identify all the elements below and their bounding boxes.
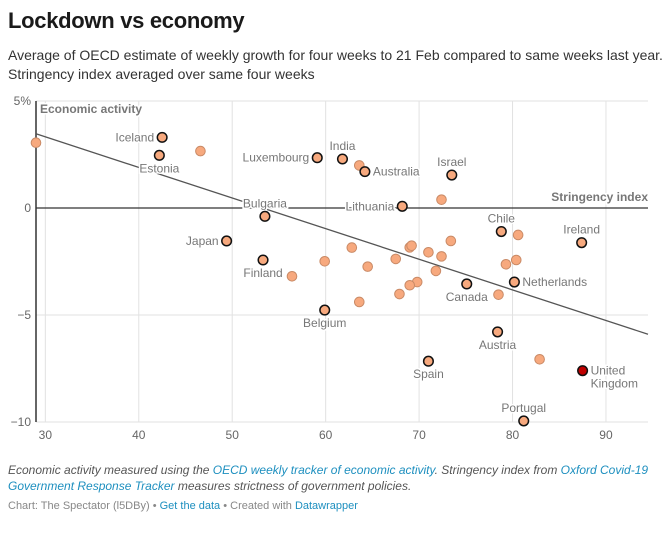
- y-tick-label: 0: [24, 201, 31, 215]
- data-point: [423, 246, 434, 258]
- point-label: Australia: [373, 165, 420, 179]
- x-tick-label: 60: [319, 428, 333, 442]
- point-label: Chile: [488, 212, 516, 226]
- data-point: [445, 235, 457, 247]
- data-point-japan: [221, 235, 233, 247]
- data-point: [286, 270, 298, 282]
- data-point: [436, 194, 447, 205]
- point-label: Japan: [186, 234, 219, 248]
- get-the-data-link[interactable]: Get the data: [159, 500, 221, 512]
- data-point: [319, 255, 331, 267]
- point-label: Finland: [243, 266, 282, 280]
- data-point-estonia: [153, 149, 165, 161]
- oxford-tracker-link[interactable]: Oxford Covid-19 Government Response Trac…: [8, 463, 649, 493]
- data-point-spain: [422, 355, 434, 367]
- data-point: [436, 251, 447, 262]
- scatter-chart: 30 40 50 60 70 80 90 5% 0 −5 −10 Economic activity S…: [11, 94, 650, 442]
- point-label: Spain: [413, 367, 444, 381]
- point-label: Luxembourg: [243, 151, 310, 165]
- point-label: Iceland: [115, 130, 154, 144]
- data-point-ireland: [576, 237, 588, 249]
- chart-subtitle: Average of OECD estimate of weekly growt…: [8, 47, 663, 82]
- data-point: [390, 253, 402, 265]
- data-point: [493, 289, 504, 300]
- point-label: Netherlands: [522, 275, 587, 289]
- byline-source: Chart: The Spectator (l5DBy): [8, 500, 150, 512]
- data-point: [394, 288, 405, 300]
- point-label: Israel: [437, 155, 466, 169]
- data-point: [430, 265, 442, 277]
- data-points: [30, 131, 589, 427]
- x-axis-title: Stringency index: [551, 190, 648, 204]
- point-labels: Iceland Estonia Luxembourg India Australia Is…: [114, 129, 640, 417]
- point-label: Lithuania: [346, 199, 395, 213]
- point-label: India: [329, 139, 355, 153]
- point-label: Portugal: [501, 401, 546, 415]
- point-label: Bulgaria: [243, 196, 287, 210]
- chart-title: Lockdown vs economy: [8, 8, 245, 33]
- data-point-israel: [446, 169, 458, 181]
- x-tick-label: 70: [412, 428, 426, 442]
- point-label: Estonia: [139, 161, 179, 175]
- y-axis-title: Economic activity: [40, 102, 142, 116]
- x-tick-label: 40: [132, 428, 146, 442]
- data-point: [404, 279, 416, 291]
- data-point-austria: [492, 326, 504, 338]
- notes-text-3: measures strictness of government polici…: [174, 479, 412, 493]
- x-tick-label: 30: [39, 428, 53, 442]
- y-tick-label: −5: [17, 308, 31, 322]
- data-point: [353, 296, 365, 308]
- data-point-canada: [461, 278, 473, 290]
- datawrapper-link[interactable]: Datawrapper: [294, 500, 358, 512]
- trendline: [35, 133, 649, 335]
- data-point-portugal: [518, 415, 530, 427]
- data-point-belgium: [319, 304, 331, 316]
- point-label: Canada: [446, 290, 488, 304]
- point-label-line: United: [591, 364, 626, 378]
- point-label: Belgium: [303, 316, 346, 330]
- data-point: [406, 240, 417, 251]
- data-point-chile: [495, 225, 507, 238]
- data-point-united-kingdom: [577, 365, 589, 377]
- y-tick-label: 5%: [14, 94, 32, 108]
- oecd-tracker-link[interactable]: OECD weekly tracker of economic activity: [212, 463, 435, 477]
- point-label: United Kingdom: [591, 364, 638, 391]
- data-point: [362, 261, 373, 272]
- created-with-text: Created with: [230, 500, 295, 512]
- data-point: [30, 137, 42, 149]
- data-point: [510, 254, 522, 266]
- data-point-finland: [257, 254, 269, 266]
- notes-text-2: . Stringency index from: [434, 463, 561, 477]
- x-tick-label: 80: [506, 428, 520, 442]
- byline: Chart: The Spectator (l5DBy) • Get the d…: [8, 500, 358, 512]
- data-point-iceland: [156, 131, 168, 143]
- trendline-group: [35, 133, 649, 335]
- data-point-australia: [359, 166, 371, 178]
- data-point-bulgaria: [259, 210, 271, 222]
- y-tick-label: −10: [11, 415, 32, 429]
- point-label-line: Kingdom: [591, 377, 638, 391]
- x-tick-label: 90: [599, 428, 613, 442]
- data-point-lithuania: [396, 200, 408, 212]
- notes-text-1: Economic activity measured using the: [8, 463, 213, 477]
- byline-separator: •: [220, 500, 231, 512]
- data-point: [512, 229, 524, 241]
- data-point: [346, 242, 358, 253]
- data-point: [195, 145, 206, 157]
- chart-notes: Economic activity measured using the OEC…: [8, 462, 663, 494]
- data-point: [534, 353, 545, 365]
- byline-separator: •: [149, 500, 160, 512]
- data-point-india: [336, 153, 349, 165]
- point-label: Ireland: [563, 223, 600, 237]
- data-point-netherlands: [508, 276, 520, 288]
- axes: 30 40 50 60 70 80 90 5% 0 −5 −10 Economic activity S…: [11, 94, 650, 442]
- x-tick-label: 50: [226, 428, 240, 442]
- data-point: [500, 258, 512, 270]
- point-label: Austria: [479, 338, 517, 352]
- data-point-luxembourg: [311, 152, 323, 164]
